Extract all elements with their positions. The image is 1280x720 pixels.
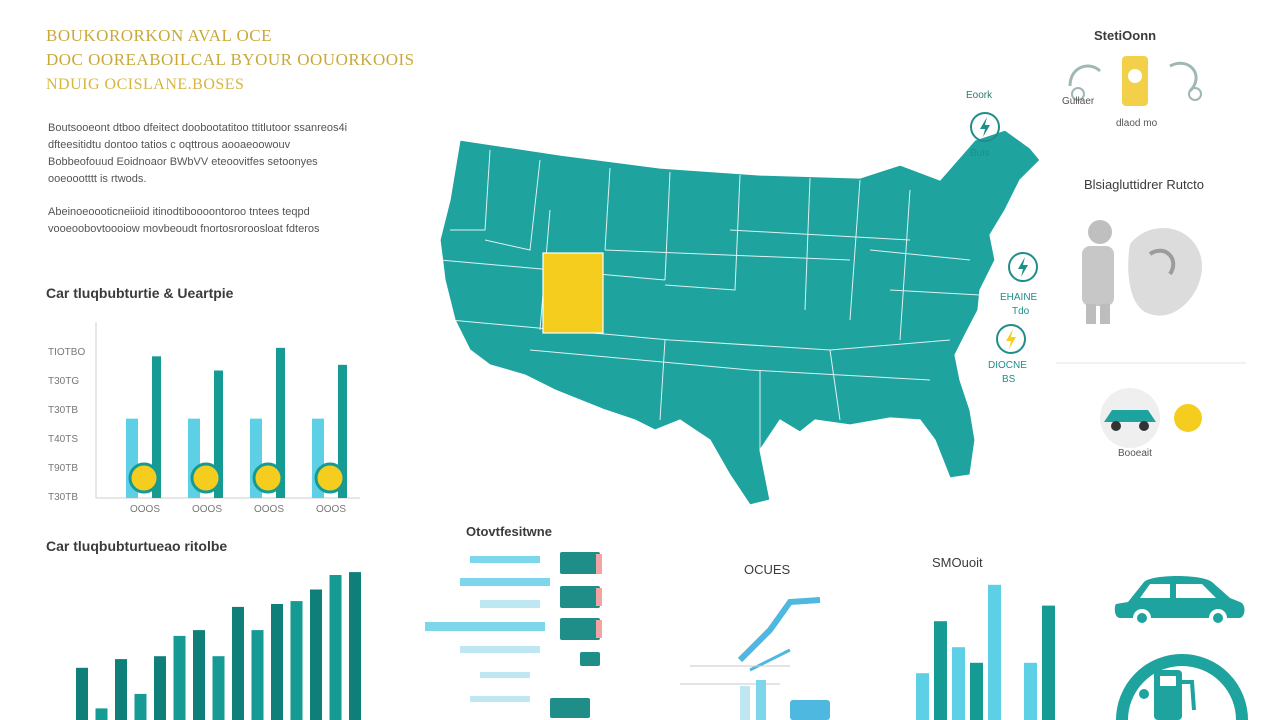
bottom-bar xyxy=(329,575,342,720)
right-bar xyxy=(970,662,983,720)
map-label-low: DIOCNE xyxy=(988,360,1027,371)
bottom-bar xyxy=(232,606,244,720)
charging-station-icon xyxy=(1068,56,1202,106)
car-icon xyxy=(1114,576,1245,627)
top-bar-chart: TIOTBO T30TG T30TB T40TS T90TB T30TB OOOS OOOS O… xyxy=(48,322,360,515)
bar-series-2 xyxy=(152,356,161,498)
bottom-bar xyxy=(251,630,264,720)
bottom-bar xyxy=(271,604,283,720)
header-line-2: DOC OOREABOILCAL BYOUR OOUORKOOIS xyxy=(46,50,415,69)
right-bar xyxy=(1042,605,1055,720)
divider xyxy=(1056,362,1246,364)
bar-series-2 xyxy=(214,370,223,498)
charging-icon xyxy=(970,112,1000,142)
y-tick-label: TIOTBO xyxy=(48,347,85,358)
intro-paragraph-1: Boutsooeont dtboo dfeitect doobootatitoo… xyxy=(48,122,348,185)
bottom-bar xyxy=(290,601,303,720)
right-bar xyxy=(952,647,965,720)
right-bar-chart xyxy=(916,584,1055,720)
map-label-mid: EHAINE xyxy=(1000,292,1038,303)
us-land xyxy=(439,129,1041,506)
y-tick-label: T90TB xyxy=(48,463,78,474)
car-label: Booeait xyxy=(1118,448,1152,459)
y-tick-label: T30TB xyxy=(48,405,78,416)
fuel-pump-icon xyxy=(1116,654,1248,720)
bottom-bar xyxy=(115,659,127,720)
header-line-3: NDUIG OCISLANE.BOSES xyxy=(46,76,245,93)
map-label-top: Eoork xyxy=(966,90,993,101)
map-label-top-sub: Buis xyxy=(970,148,990,159)
map-label-mid-sub: Tdo xyxy=(1012,306,1030,317)
coin-marker xyxy=(190,462,222,494)
us-map xyxy=(439,129,1041,506)
map-label-low-sub: BS xyxy=(1002,374,1016,385)
bottom-bar xyxy=(154,656,166,720)
x-tick-label: OOOS xyxy=(192,504,222,515)
x-tick-label: OOOS xyxy=(130,504,160,515)
y-tick-label: T30TG xyxy=(48,376,79,387)
charging-icon xyxy=(996,324,1026,354)
coin-marker xyxy=(314,462,346,494)
bar-chart-title: SMOuoit xyxy=(932,555,983,570)
station-sub-1: Gullaer xyxy=(1062,96,1095,107)
charger-icons xyxy=(550,552,600,718)
top-chart-title: Car tluqbubturtie & Ueartpie xyxy=(46,285,234,301)
bottom-bar xyxy=(193,630,205,720)
station-title: StetiOonn xyxy=(1094,28,1157,43)
person-charging-icon xyxy=(1082,220,1202,324)
right-bar xyxy=(916,673,929,720)
hbar-group xyxy=(425,556,550,702)
right-bar xyxy=(1024,662,1037,720)
bottom-bar xyxy=(76,667,88,720)
y-tick-label: T40TS xyxy=(48,434,78,445)
cost-line-chart xyxy=(680,597,830,720)
intro-paragraph-2: Abeinoeoooticneiioid itinodtiboooontoroo… xyxy=(48,206,320,235)
car-circle-icon xyxy=(1100,388,1202,448)
charging-icon xyxy=(1008,252,1038,282)
x-tick-label: OOOS xyxy=(254,504,284,515)
cost-chart-title: OCUES xyxy=(744,562,791,577)
middle-chart-title: Otovtfesitwne xyxy=(466,524,552,539)
bottom-bar xyxy=(310,589,322,720)
bottom-bar xyxy=(212,656,225,720)
right-bar xyxy=(988,584,1001,720)
right-bar xyxy=(934,621,947,720)
bottom-bar xyxy=(134,693,147,720)
x-tick-label: OOOS xyxy=(316,504,346,515)
coin-marker xyxy=(252,462,284,494)
horizontal-bar-chart xyxy=(425,552,602,718)
header-line-1: BOUKORORKON AVAL OCE xyxy=(46,26,272,45)
station-sub-2: dlaod mo xyxy=(1116,118,1158,129)
highlighted-state xyxy=(542,252,604,334)
bottom-bar xyxy=(349,572,361,720)
y-tick-label: T30TB xyxy=(48,492,78,503)
bottom-chart-title: Car tluqbubturtueao ritolbe xyxy=(46,538,228,554)
bottom-bar xyxy=(173,635,186,720)
bottom-bar xyxy=(95,708,108,720)
distribution-title: Blsiagluttidrer Rutcto xyxy=(1084,177,1204,192)
bar-series-2 xyxy=(338,364,347,498)
coin-marker xyxy=(128,462,160,494)
bottom-bar-chart xyxy=(76,572,361,720)
bar-series-2 xyxy=(276,347,285,498)
